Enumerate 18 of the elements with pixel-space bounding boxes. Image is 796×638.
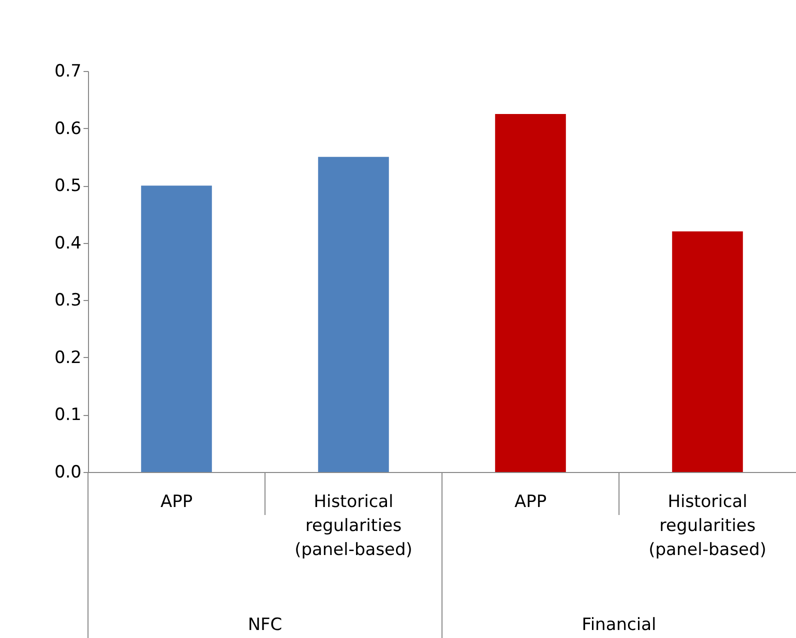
y-tick-label: 0.1 [54,405,82,426]
y-tick-label: 0.4 [54,233,82,254]
y-tick-label: 0.5 [54,176,82,196]
x-tick-label: Historical regularities (panel-based) [648,492,766,560]
x-tick-label: Historical regularities (panel-based) [294,492,412,560]
y-tick-label: 0.7 [54,62,82,82]
y-tick-label: 0.6 [54,118,82,139]
x-tick-label: APP [514,492,547,512]
bar [672,231,743,472]
y-tick-label: 0.3 [54,290,82,311]
bar [141,186,212,472]
bar [318,156,389,472]
x-tick-label: APP [160,492,193,512]
bar [495,114,566,472]
text: Financial [582,615,656,635]
y-tick-label: 0.0 [54,462,82,482]
y-tick-label: 0.2 [54,348,82,368]
text: NFC [248,615,282,635]
